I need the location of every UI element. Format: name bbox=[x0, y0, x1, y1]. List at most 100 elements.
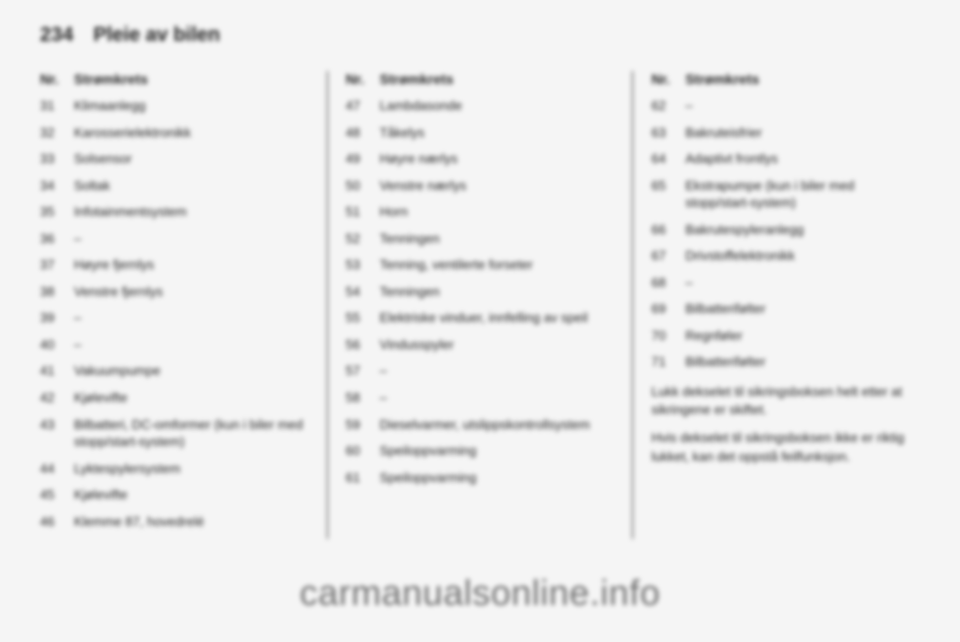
item-label: Ekstrapumpe (kun i biler med stopp/start… bbox=[685, 177, 920, 212]
list-item: 67Drivstoffelektronikk bbox=[651, 247, 920, 265]
item-number: 31 bbox=[40, 97, 64, 115]
item-label: – bbox=[74, 230, 309, 248]
list-item: 42Kjølevifte bbox=[40, 389, 309, 407]
list-item: 34Soltak bbox=[40, 177, 309, 195]
item-label: Kjølevifte bbox=[74, 389, 309, 407]
list-item: 39– bbox=[40, 309, 309, 327]
list-item: 40– bbox=[40, 336, 309, 354]
item-label: Tenning, ventilerte forseter bbox=[380, 256, 615, 274]
list-item: 71 Bilbatterifølter bbox=[651, 353, 920, 371]
item-list: 31 Klimaanlegg 32 Karosserielektronikk 33 Sol… bbox=[40, 97, 309, 530]
manual-page: 234 Pleie av bilen Nr. Strømkrets 31 Klim… bbox=[0, 0, 960, 539]
list-item: 64Adaptivt frontlys bbox=[651, 150, 920, 168]
columns-container: Nr. Strømkrets 31 Klimaanlegg 32 Karosserie… bbox=[40, 71, 920, 539]
column-3: Nr. Strømkrets 62–63Bakruteisfrier64Adap… bbox=[633, 71, 920, 539]
list-item: 53 Tenning, ventilerte forseter bbox=[346, 256, 615, 274]
item-number: 50 bbox=[346, 177, 370, 195]
item-label: Lambdasonde bbox=[380, 97, 615, 115]
item-label: Venstre fjernlys bbox=[74, 283, 309, 301]
item-label: Lyktespylersystem bbox=[74, 460, 309, 478]
item-label: – bbox=[685, 274, 920, 292]
item-label: Bakruteisfrier bbox=[685, 124, 920, 142]
note-text: Hvis dekselet til sikringsboksen ikke er… bbox=[651, 429, 920, 465]
list-item: 50Venstre nærlys bbox=[346, 177, 615, 195]
header-nr: Nr. bbox=[651, 71, 675, 87]
list-item: 62– bbox=[651, 97, 920, 115]
item-number: 59 bbox=[346, 416, 370, 434]
item-label: – bbox=[380, 362, 615, 380]
item-label: Tenningen bbox=[380, 230, 615, 248]
item-label: Tenningen bbox=[380, 283, 615, 301]
list-item: 54Tenningen bbox=[346, 283, 615, 301]
item-label: Bilbatterifølter bbox=[685, 300, 920, 318]
item-number: 32 bbox=[40, 124, 64, 142]
list-item: 46 Klemme 87, hovedrelé bbox=[40, 513, 309, 531]
item-label: Høyre nærlys bbox=[380, 150, 615, 168]
item-number: 65 bbox=[651, 177, 675, 212]
column-header: Nr. Strømkrets bbox=[346, 71, 615, 87]
list-item: 48 Tåkelys bbox=[346, 124, 615, 142]
header-circuit: Strømkrets bbox=[74, 71, 148, 87]
item-label: Solsensor bbox=[74, 150, 309, 168]
list-item: 47 Lambdasonde bbox=[346, 97, 615, 115]
item-label: Tåkelys bbox=[380, 124, 615, 142]
list-item: 41 Vakuumpumpe bbox=[40, 362, 309, 380]
item-number: 56 bbox=[346, 336, 370, 354]
item-number: 58 bbox=[346, 389, 370, 407]
item-number: 61 bbox=[346, 469, 370, 487]
list-item: 38Venstre fjernlys bbox=[40, 283, 309, 301]
item-label: Klemme 87, hovedrelé bbox=[74, 513, 309, 531]
item-label: Bilbatterifølter bbox=[685, 353, 920, 371]
column-header: Nr. Strømkrets bbox=[40, 71, 309, 87]
item-number: 64 bbox=[651, 150, 675, 168]
item-number: 43 bbox=[40, 416, 64, 451]
item-number: 68 bbox=[651, 274, 675, 292]
item-label: Drivstoffelektronikk bbox=[685, 247, 920, 265]
item-label: – bbox=[380, 389, 615, 407]
item-label: Vindusspyler bbox=[380, 336, 615, 354]
item-label: Dieselvarmer, utslippskontroll­system bbox=[380, 416, 615, 434]
item-number: 55 bbox=[346, 309, 370, 327]
item-label: Horn bbox=[380, 203, 615, 221]
item-label: – bbox=[74, 309, 309, 327]
item-number: 48 bbox=[346, 124, 370, 142]
item-number: 45 bbox=[40, 486, 64, 504]
item-number: 71 bbox=[651, 353, 675, 371]
item-number: 70 bbox=[651, 327, 675, 345]
list-item: 51Horn bbox=[346, 203, 615, 221]
item-number: 34 bbox=[40, 177, 64, 195]
list-item: 57– bbox=[346, 362, 615, 380]
item-number: 33 bbox=[40, 150, 64, 168]
note-text: Lukk dekselet til sikringsboksen helt et… bbox=[651, 383, 920, 419]
item-number: 53 bbox=[346, 256, 370, 274]
list-item: 32 Karosserielektronikk bbox=[40, 124, 309, 142]
column-1: Nr. Strømkrets 31 Klimaanlegg 32 Karosserie… bbox=[40, 71, 327, 539]
item-number: 41 bbox=[40, 362, 64, 380]
list-item: 59 Dieselvarmer, utslippskontroll­system bbox=[346, 416, 615, 434]
item-number: 47 bbox=[346, 97, 370, 115]
item-label: Klimaanlegg bbox=[74, 97, 309, 115]
item-number: 63 bbox=[651, 124, 675, 142]
list-item: 37Høyre fjernlys bbox=[40, 256, 309, 274]
item-number: 39 bbox=[40, 309, 64, 327]
item-label: Speiloppvarming bbox=[380, 442, 615, 460]
list-item: 60Speiloppvarming bbox=[346, 442, 615, 460]
item-number: 62 bbox=[651, 97, 675, 115]
item-label: Karosserielektronikk bbox=[74, 124, 309, 142]
list-item: 68– bbox=[651, 274, 920, 292]
item-number: 52 bbox=[346, 230, 370, 248]
list-item: 63 Bakruteisfrier bbox=[651, 124, 920, 142]
item-label: Infotainmentsystem bbox=[74, 203, 309, 221]
list-item: 33 Solsensor bbox=[40, 150, 309, 168]
item-label: – bbox=[74, 336, 309, 354]
list-item: 31 Klimaanlegg bbox=[40, 97, 309, 115]
list-item: 56 Vindusspyler bbox=[346, 336, 615, 354]
item-label: Vakuumpumpe bbox=[74, 362, 309, 380]
list-item: 52 Tenningen bbox=[346, 230, 615, 248]
list-item: 69Bilbatterifølter bbox=[651, 300, 920, 318]
item-label: Bakrutespyleranlegg bbox=[685, 221, 920, 239]
item-number: 46 bbox=[40, 513, 64, 531]
page-header: 234 Pleie av bilen bbox=[40, 24, 920, 47]
item-number: 37 bbox=[40, 256, 64, 274]
list-item: 36– bbox=[40, 230, 309, 248]
